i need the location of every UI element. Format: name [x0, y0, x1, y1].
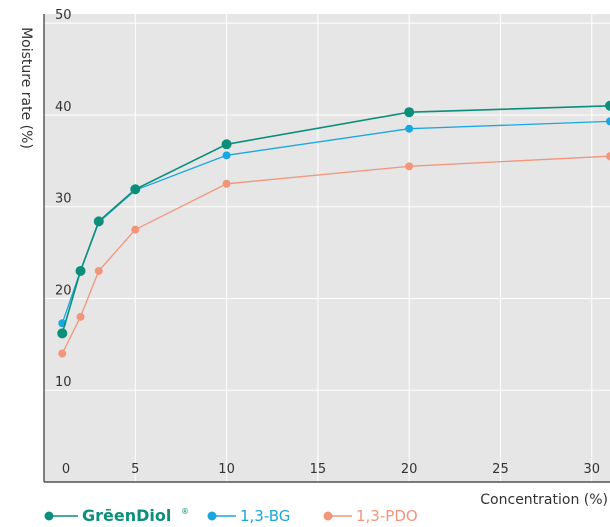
data-point	[606, 152, 610, 161]
series-greendiol	[57, 100, 610, 339]
data-point	[222, 151, 231, 160]
legend-item-1-3-pdo: 1,3-PDO	[323, 507, 418, 525]
y-tick-label: 40	[55, 100, 72, 115]
legend-item-1-3-bg: 1,3-BG	[207, 507, 290, 525]
data-point	[57, 328, 68, 339]
grid	[44, 14, 610, 482]
data-point	[605, 100, 610, 111]
data-point	[222, 179, 231, 188]
data-point	[94, 266, 103, 275]
plot-area	[44, 14, 610, 482]
legend-label: GrēenDiol	[82, 506, 171, 525]
data-point	[130, 184, 141, 195]
data-point	[405, 124, 414, 133]
series	[57, 100, 610, 358]
legend-label: 1,3-PDO	[356, 507, 418, 525]
x-axis-title: Concentration (%)	[480, 492, 608, 508]
x-tick-label: 20	[401, 462, 418, 477]
x-tick-label: 15	[310, 462, 327, 477]
data-point	[404, 107, 415, 118]
x-tick-label: 10	[218, 462, 235, 477]
data-point	[93, 216, 104, 227]
y-axis-title: Moisture rate (%)	[18, 27, 34, 149]
data-point	[75, 265, 86, 276]
series-1-3-pdo	[58, 152, 610, 358]
tick-labels: 0 5 10 15 20 25 30 10 20 30 40 50	[55, 8, 600, 477]
data-point	[405, 162, 414, 171]
data-point	[606, 117, 610, 126]
x-tick-label: 5	[131, 462, 139, 477]
legend-label: 1,3-BG	[240, 507, 290, 525]
x-tick-label: 0	[62, 462, 70, 477]
y-tick-label: 50	[55, 8, 72, 23]
axes	[43, 14, 610, 483]
data-point	[221, 139, 232, 150]
y-tick-label: 30	[55, 192, 72, 207]
y-tick-label: 20	[55, 283, 72, 298]
legend: GrēenDiol ® 1,3-BG 1,3-PDO	[44, 506, 418, 525]
legend-item-greendiol: GrēenDiol ®	[44, 506, 189, 525]
x-tick-label: 30	[583, 462, 600, 477]
x-tick-label: 25	[492, 462, 509, 477]
trademark-symbol: ®	[181, 507, 189, 516]
data-point	[76, 312, 85, 321]
data-point	[131, 225, 140, 234]
data-point	[58, 349, 67, 358]
y-tick-label: 10	[55, 375, 72, 390]
